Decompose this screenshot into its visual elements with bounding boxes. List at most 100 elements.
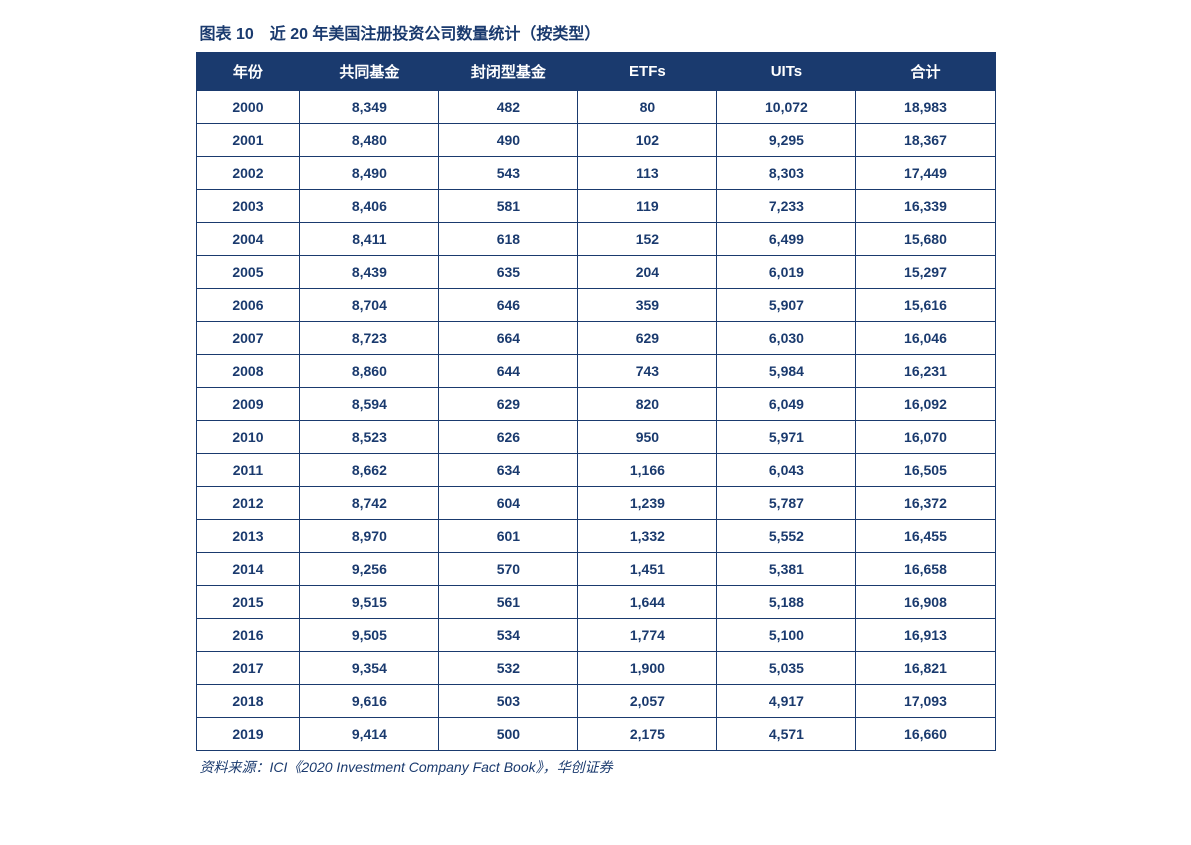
table-cell: 7,233 [717,190,856,223]
table-cell: 503 [439,685,578,718]
table-cell: 8,704 [300,289,439,322]
table-container: 图表 10 近 20 年美国注册投资公司数量统计（按类型） 年份 共同基金 封闭… [196,20,996,777]
table-cell: 8,860 [300,355,439,388]
table-cell: 6,049 [717,388,856,421]
table-row: 20189,6165032,0574,91717,093 [196,685,995,718]
table-cell: 204 [578,256,717,289]
table-cell: 8,349 [300,91,439,124]
table-cell: 16,046 [856,322,995,355]
table-cell: 8,480 [300,124,439,157]
table-cell: 634 [439,454,578,487]
table-row: 20088,8606447435,98416,231 [196,355,995,388]
table-cell: 4,917 [717,685,856,718]
table-cell: 15,616 [856,289,995,322]
table-cell: 1,644 [578,586,717,619]
table-cell: 6,043 [717,454,856,487]
table-cell: 16,658 [856,553,995,586]
table-cell: 152 [578,223,717,256]
table-cell: 16,455 [856,520,995,553]
table-row: 20199,4145002,1754,57116,660 [196,718,995,751]
table-cell: 9,616 [300,685,439,718]
header-year: 年份 [196,53,300,91]
table-cell: 2013 [196,520,300,553]
header-closed-end-fund: 封闭型基金 [439,53,578,91]
table-cell: 1,166 [578,454,717,487]
table-cell: 2005 [196,256,300,289]
table-cell: 482 [439,91,578,124]
table-row: 20008,3494828010,07218,983 [196,91,995,124]
table-cell: 629 [439,388,578,421]
table-header-row: 年份 共同基金 封闭型基金 ETFs UITs 合计 [196,53,995,91]
table-cell: 9,354 [300,652,439,685]
table-row: 20169,5055341,7745,10016,913 [196,619,995,652]
table-cell: 646 [439,289,578,322]
table-row: 20068,7046463595,90715,616 [196,289,995,322]
table-cell: 500 [439,718,578,751]
table-cell: 2009 [196,388,300,421]
table-row: 20038,4065811197,23316,339 [196,190,995,223]
table-cell: 8,523 [300,421,439,454]
table-cell: 604 [439,487,578,520]
table-cell: 629 [578,322,717,355]
table-header: 年份 共同基金 封闭型基金 ETFs UITs 合计 [196,53,995,91]
table-cell: 16,660 [856,718,995,751]
data-table: 年份 共同基金 封闭型基金 ETFs UITs 合计 20008,3494828… [196,52,996,751]
table-cell: 618 [439,223,578,256]
table-cell: 570 [439,553,578,586]
table-cell: 359 [578,289,717,322]
table-cell: 5,907 [717,289,856,322]
table-cell: 9,515 [300,586,439,619]
header-total: 合计 [856,53,995,91]
table-source: 资料来源：ICI《2020 Investment Company Fact Bo… [196,757,996,777]
table-cell: 16,505 [856,454,995,487]
table-cell: 664 [439,322,578,355]
table-cell: 16,339 [856,190,995,223]
table-cell: 8,723 [300,322,439,355]
table-cell: 80 [578,91,717,124]
table-cell: 8,742 [300,487,439,520]
table-cell: 9,505 [300,619,439,652]
table-row: 20058,4396352046,01915,297 [196,256,995,289]
header-uits: UITs [717,53,856,91]
table-row: 20159,5155611,6445,18816,908 [196,586,995,619]
table-cell: 102 [578,124,717,157]
table-cell: 743 [578,355,717,388]
table-cell: 16,913 [856,619,995,652]
table-cell: 5,035 [717,652,856,685]
table-cell: 8,439 [300,256,439,289]
table-row: 20108,5236269505,97116,070 [196,421,995,454]
table-cell: 644 [439,355,578,388]
table-cell: 5,381 [717,553,856,586]
table-cell: 5,971 [717,421,856,454]
table-cell: 15,297 [856,256,995,289]
table-cell: 16,821 [856,652,995,685]
table-cell: 8,970 [300,520,439,553]
table-row: 20149,2565701,4515,38116,658 [196,553,995,586]
table-cell: 1,239 [578,487,717,520]
table-cell: 1,774 [578,619,717,652]
table-cell: 2006 [196,289,300,322]
table-cell: 8,662 [300,454,439,487]
table-cell: 119 [578,190,717,223]
table-cell: 2017 [196,652,300,685]
table-cell: 561 [439,586,578,619]
table-cell: 2002 [196,157,300,190]
table-cell: 2016 [196,619,300,652]
table-cell: 16,231 [856,355,995,388]
table-row: 20098,5946298206,04916,092 [196,388,995,421]
table-cell: 9,256 [300,553,439,586]
table-row: 20018,4804901029,29518,367 [196,124,995,157]
table-cell: 4,571 [717,718,856,751]
table-cell: 2010 [196,421,300,454]
table-cell: 9,295 [717,124,856,157]
header-mutual-fund: 共同基金 [300,53,439,91]
table-row: 20028,4905431138,30317,449 [196,157,995,190]
table-cell: 10,072 [717,91,856,124]
table-cell: 950 [578,421,717,454]
table-cell: 2,175 [578,718,717,751]
table-cell: 16,092 [856,388,995,421]
table-cell: 113 [578,157,717,190]
table-cell: 2015 [196,586,300,619]
table-cell: 2000 [196,91,300,124]
table-cell: 8,411 [300,223,439,256]
